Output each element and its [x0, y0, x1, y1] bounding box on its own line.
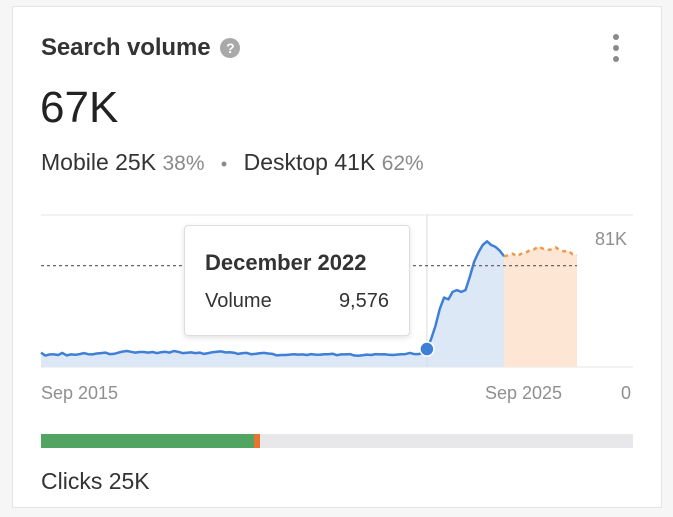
menu-dot [613, 34, 619, 40]
forecast-line [503, 245, 578, 258]
desktop-volume: Desktop 41K [243, 149, 376, 175]
tooltip-value: 9,576 [338, 290, 389, 312]
x-axis-start-label: Sep 2015 [41, 383, 119, 403]
y-axis-min-label: 0 [621, 383, 632, 403]
clicks-paid-segment [254, 434, 261, 448]
highlight-point [419, 341, 435, 357]
menu-dot [613, 45, 619, 51]
y-axis-max-label: 81K [595, 229, 628, 249]
separator-dot: • [220, 154, 228, 174]
forecast-area [504, 246, 577, 367]
chart-tooltip: December 2022 Volume 9,576 [184, 225, 410, 336]
tooltip-label: Volume [205, 290, 272, 312]
card-title: Search volume [41, 34, 211, 61]
clicks-label: Clicks 25K [41, 468, 150, 494]
clicks-progress-bar [41, 434, 633, 448]
question-circle-icon[interactable]: ? [220, 38, 241, 58]
search-volume-card: Search volume ? 67K Mobile 25K 38% • Des… [12, 6, 662, 508]
device-breakdown: Mobile 25K 38% • Desktop 41K 62% [41, 149, 424, 176]
clicks-organic-segment [41, 434, 255, 448]
total-volume: 67K [40, 83, 119, 132]
search-volume-chart[interactable] [13, 7, 663, 407]
card-header: Search volume ? [41, 34, 241, 62]
desktop-percent: 62% [381, 152, 424, 175]
menu-dot [613, 56, 619, 62]
x-axis-end-label: Sep 2025 [485, 383, 563, 403]
mobile-percent: 38% [162, 152, 205, 175]
mobile-volume: Mobile 25K [41, 149, 157, 175]
vertical-dots-icon[interactable] [611, 34, 621, 62]
tooltip-date: December 2022 [205, 250, 367, 275]
